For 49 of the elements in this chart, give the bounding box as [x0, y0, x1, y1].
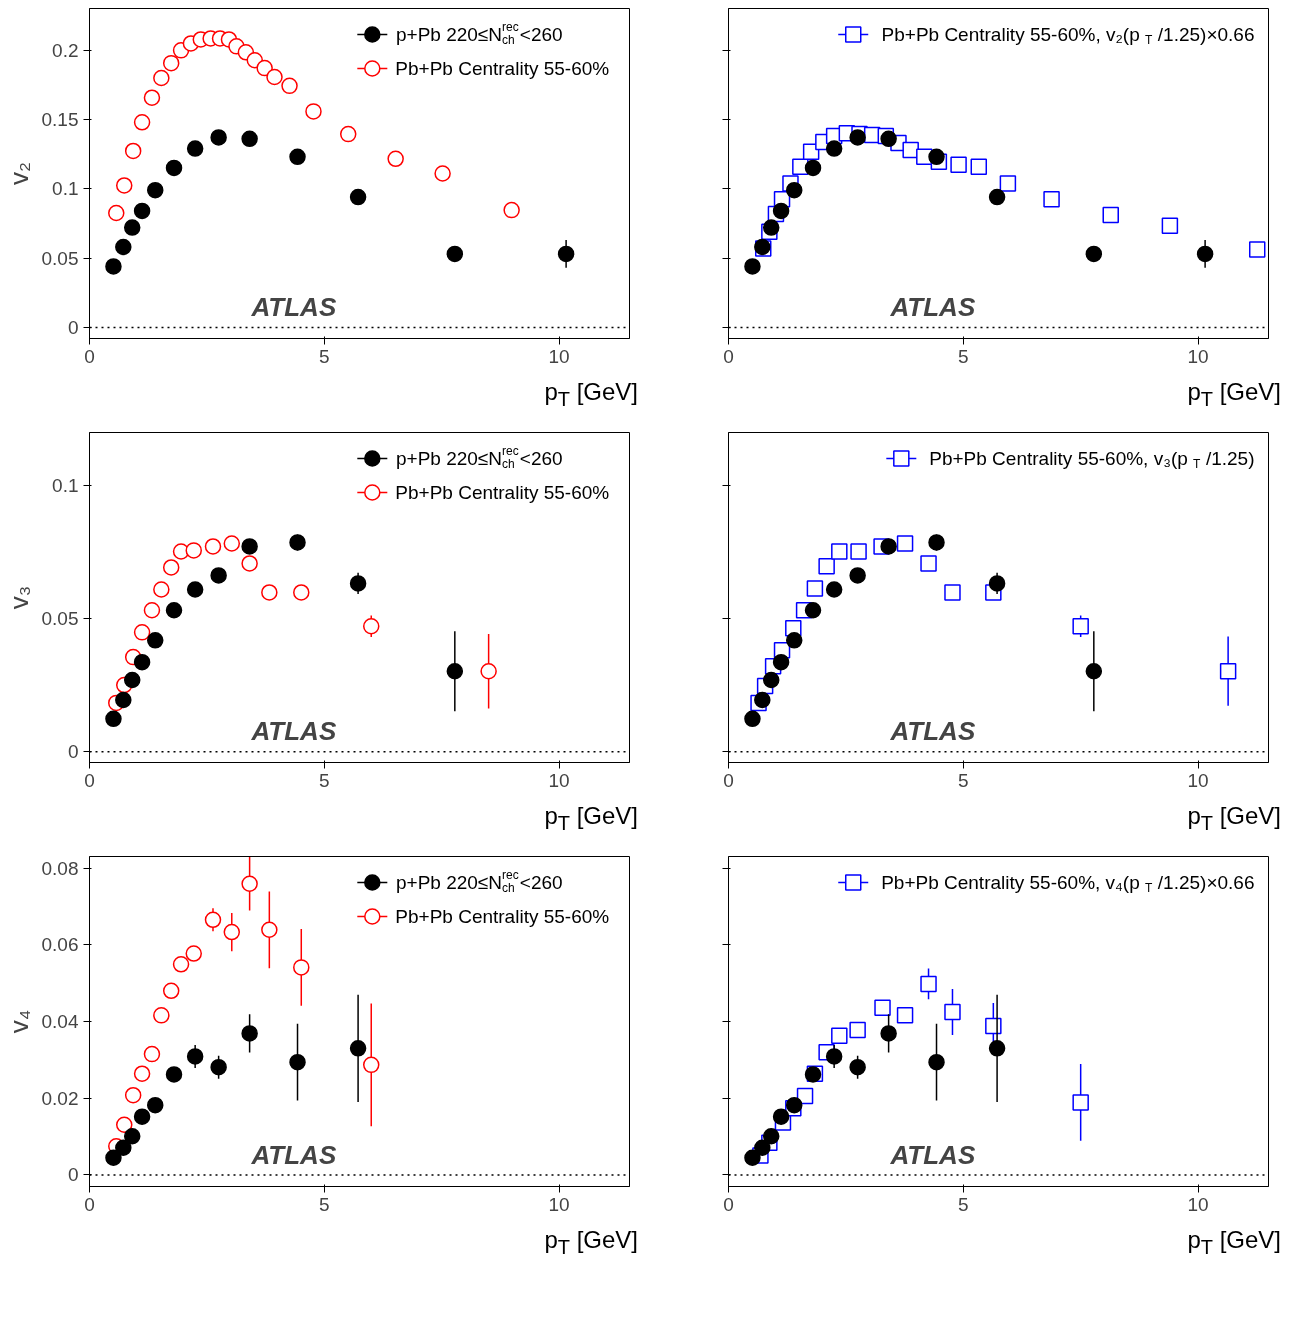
x-tick-label: 5 — [958, 1193, 969, 1215]
y-tick-label: 0.15 — [41, 108, 79, 130]
x-tick-label: 10 — [1187, 769, 1209, 791]
y-tick-label: 0 — [67, 741, 79, 763]
annotation: ATLAS — [250, 292, 337, 322]
x-tick-label: 5 — [319, 1193, 330, 1215]
annotation: ATLAS — [250, 716, 337, 746]
y-tick-label: 0.1 — [52, 475, 79, 497]
x-tick-label: 10 — [548, 1193, 570, 1215]
x-axis-title: p$_{T}$ [GeV] — [544, 1226, 638, 1258]
x-tick-label: 10 — [548, 769, 570, 791]
x-tick-label: 0 — [723, 1193, 734, 1215]
annotation: ATLAS — [889, 1140, 976, 1170]
x-tick-label: 0 — [84, 1193, 95, 1215]
annotation: ATLAS — [889, 716, 976, 746]
legend-label: Pb+Pb Centrality 55-60% — [395, 906, 610, 927]
x-tick-label: 0 — [723, 345, 734, 367]
y-tick-label: 0.1 — [52, 178, 79, 200]
legend-label: Pb+Pb Centrality 55-60% — [395, 58, 610, 79]
y-axis-title: v₄ — [3, 1009, 34, 1034]
x-tick-label: 5 — [958, 345, 969, 367]
y-tick-label: 0.05 — [41, 608, 79, 630]
y-axis-title: v₂ — [3, 161, 34, 186]
x-tick-label: 10 — [1187, 1193, 1209, 1215]
x-tick-label: 0 — [84, 769, 95, 791]
y-tick-label: 0 — [67, 1164, 79, 1186]
x-axis-title: p$_{T}$ [GeV] — [544, 378, 638, 410]
annotation: ATLAS — [889, 292, 976, 322]
y-tick-label: 0.2 — [52, 39, 79, 61]
x-axis-title: p$_{T}$ [GeV] — [1187, 802, 1281, 834]
y-tick-label: 0.06 — [41, 934, 79, 956]
x-axis-title: p$_{T}$ [GeV] — [1187, 1226, 1281, 1258]
x-axis-title: p$_{T}$ [GeV] — [544, 802, 638, 834]
x-axis-title: p$_{T}$ [GeV] — [1187, 378, 1281, 410]
y-tick-label: 0.02 — [41, 1087, 79, 1109]
legend-label: Pb+Pb Centrality 55-60% — [395, 482, 610, 503]
x-tick-label: 10 — [1187, 345, 1209, 367]
x-tick-label: 5 — [958, 769, 969, 791]
y-tick-label: 0.04 — [41, 1011, 79, 1032]
annotation: ATLAS — [250, 1140, 337, 1170]
x-tick-label: 0 — [84, 345, 95, 367]
x-tick-label: 0 — [723, 769, 734, 791]
y-tick-label: 0 — [67, 316, 79, 338]
y-tick-label: 0.05 — [41, 247, 79, 269]
x-tick-label: 10 — [548, 345, 570, 367]
x-tick-label: 5 — [319, 769, 330, 791]
y-tick-label: 0.08 — [41, 857, 79, 879]
y-axis-title: v₃ — [3, 585, 34, 610]
x-tick-label: 5 — [319, 345, 330, 367]
